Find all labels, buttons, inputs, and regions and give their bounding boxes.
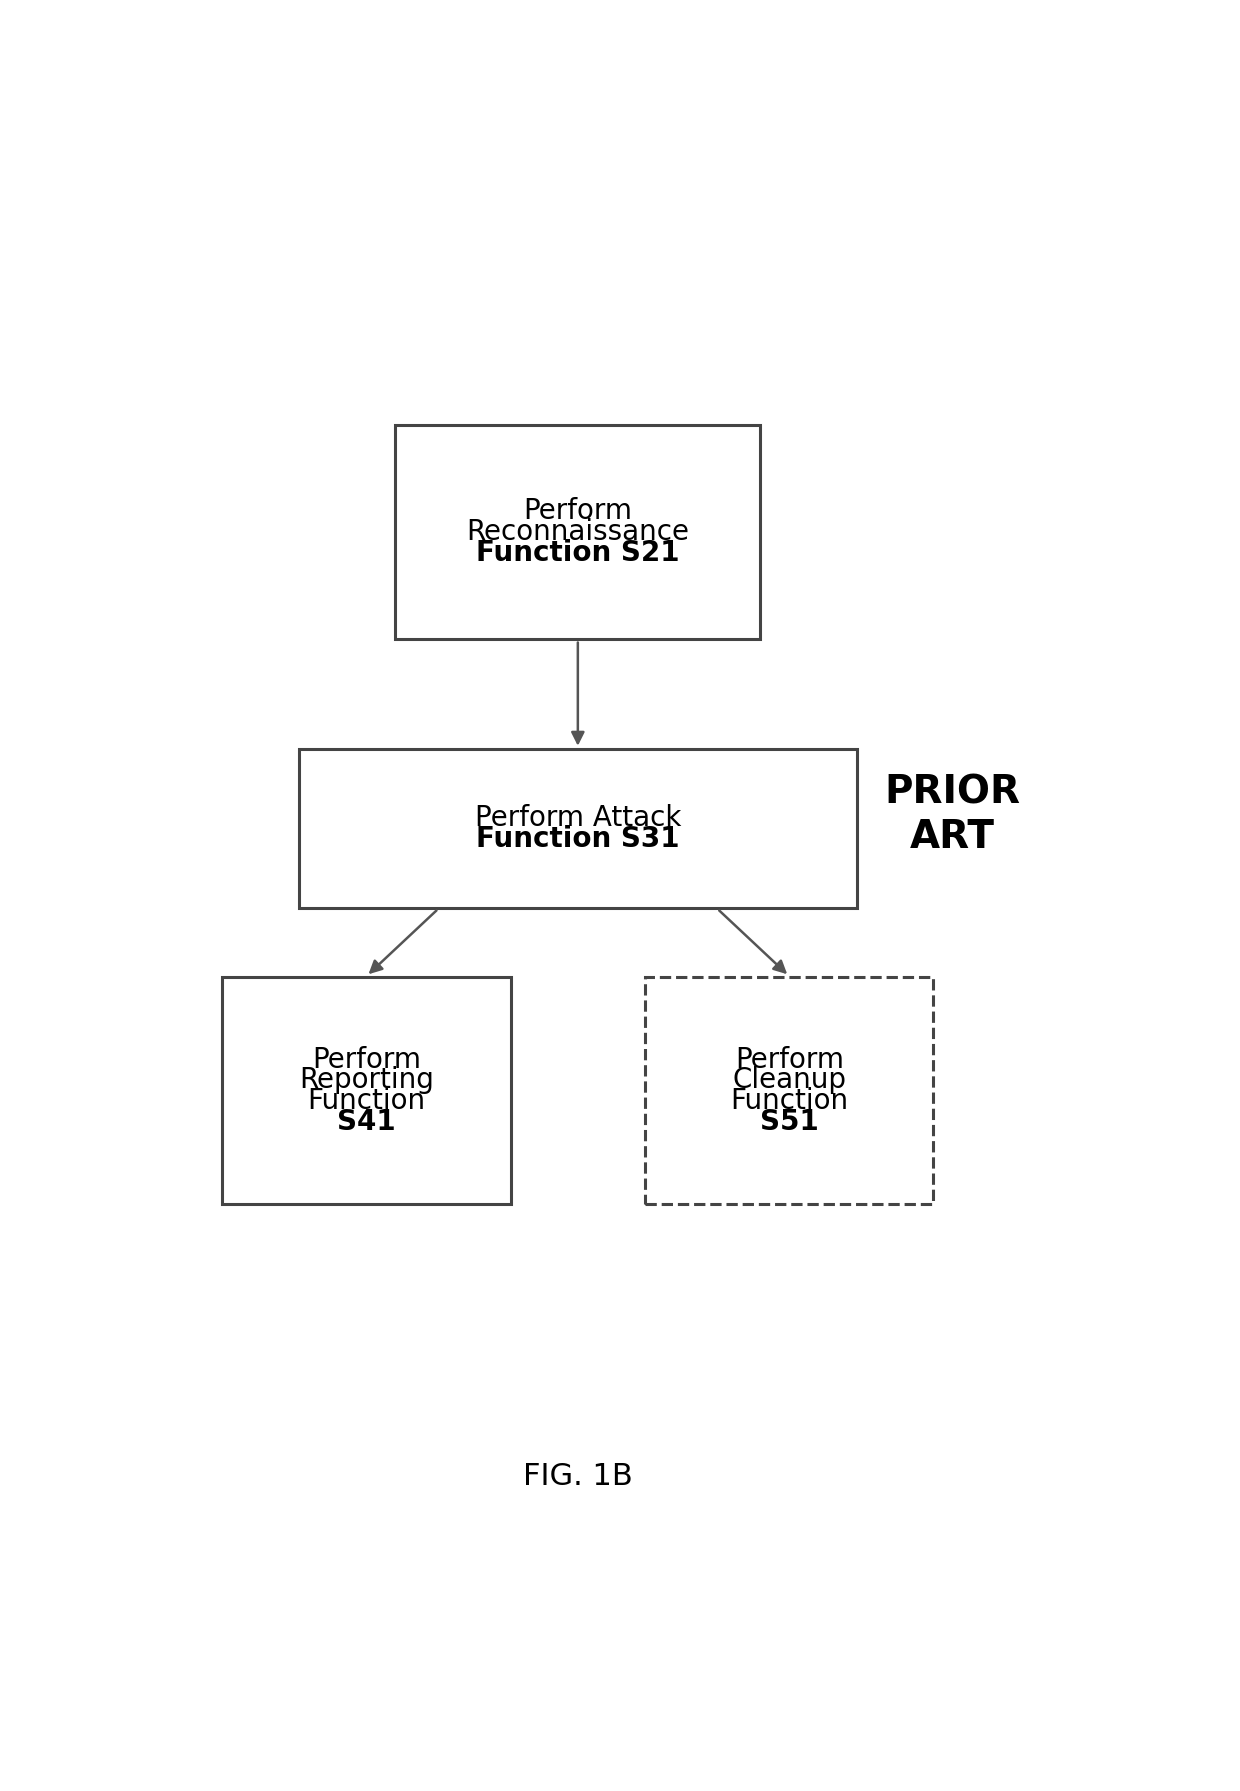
Text: Cleanup: Cleanup — [733, 1066, 846, 1094]
Text: Reporting: Reporting — [299, 1066, 434, 1094]
Text: PRIOR
ART: PRIOR ART — [884, 774, 1021, 856]
Text: S51: S51 — [760, 1109, 818, 1135]
Text: S41: S41 — [337, 1109, 396, 1135]
Text: Function S21: Function S21 — [476, 539, 680, 568]
Text: FIG. 1B: FIG. 1B — [523, 1461, 632, 1492]
Bar — [222, 976, 511, 1204]
Text: Function: Function — [730, 1087, 848, 1116]
Bar — [645, 976, 934, 1204]
Text: Function: Function — [308, 1087, 425, 1116]
Text: Function S31: Function S31 — [476, 826, 680, 853]
Text: Perform: Perform — [735, 1046, 843, 1073]
Text: Reconnaissance: Reconnaissance — [466, 518, 689, 546]
Text: Perform Attack: Perform Attack — [475, 804, 681, 833]
Bar — [299, 749, 857, 908]
Text: Perform: Perform — [312, 1046, 420, 1073]
Bar — [396, 424, 760, 639]
Text: Perform: Perform — [523, 498, 632, 525]
